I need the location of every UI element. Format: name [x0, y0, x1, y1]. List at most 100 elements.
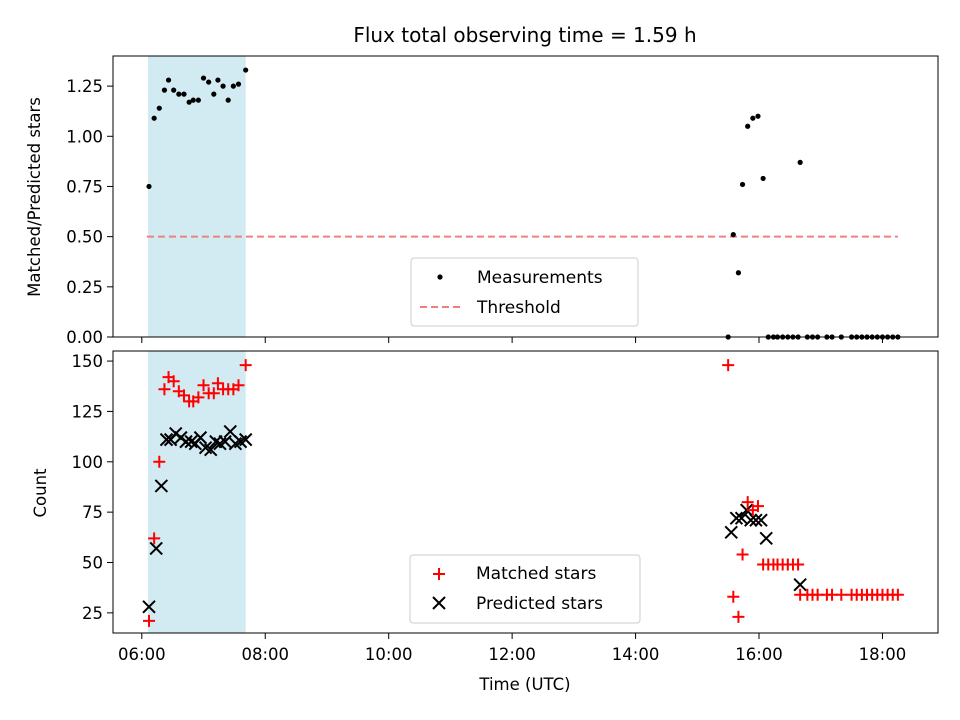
- count-y-label: Count: [31, 468, 50, 518]
- predicted-star-point: [149, 541, 163, 556]
- predicted-star-point: [154, 479, 169, 493]
- measurement-point: [739, 181, 746, 188]
- measurement-point: [165, 77, 172, 83]
- predicted-star-point: [724, 525, 738, 539]
- matched-star-point: [211, 377, 224, 390]
- x-tick-label: 18:00: [859, 645, 907, 664]
- measurement-point: [206, 79, 212, 85]
- ratio-plot-frame: [112, 55, 939, 338]
- matched-star-point: [197, 379, 210, 392]
- x-tick-label: 14:00: [612, 645, 660, 664]
- ratio-y-tick-label: 1.25: [66, 77, 103, 96]
- predicted-star-point: [142, 600, 156, 614]
- measurement-point: [176, 91, 182, 97]
- matched-star-point: [177, 389, 190, 402]
- legend-threshold-label: Threshold: [476, 298, 561, 318]
- measurement-point: [190, 97, 196, 103]
- predicted-star-point: [744, 513, 758, 527]
- legend-measurements-marker: [437, 274, 443, 280]
- measurement-point: [797, 159, 803, 165]
- ratio-x-ticks: [141, 337, 883, 343]
- count-y-tick-label: 150: [72, 352, 104, 371]
- matched-star-point: [722, 359, 735, 372]
- matched-star-point: [207, 387, 220, 400]
- ratio-y-axis: 0.00 0.25 0.50 0.75 1.00 1.25: [66, 77, 113, 347]
- ratio-legend: Measurements Threshold: [410, 257, 639, 327]
- legend-matched-label: Matched stars: [476, 564, 596, 584]
- matched-star-point: [158, 383, 171, 396]
- x-tick-label: 16:00: [735, 645, 783, 664]
- count-plot-frame: [112, 350, 939, 634]
- predicted-star-point: [193, 430, 208, 445]
- x-tick-label: 06:00: [118, 645, 166, 664]
- x-tick-label: 12:00: [488, 645, 536, 664]
- matched-star-point: [148, 532, 161, 545]
- count-legend-box: [409, 554, 641, 624]
- measurement-point: [195, 97, 201, 103]
- measurement-point: [730, 232, 736, 238]
- predicted-star-point: [754, 513, 768, 527]
- measurement-point: [186, 99, 192, 105]
- matched-star-point: [736, 548, 749, 561]
- measurement-point: [146, 183, 152, 190]
- measurement-point: [243, 67, 249, 73]
- x-tick-label: 08:00: [241, 645, 289, 664]
- measurement-point: [171, 87, 177, 93]
- measurement-point: [225, 97, 231, 103]
- predicted-star-point: [238, 432, 253, 447]
- ratio-y-tick-label: 0.75: [66, 177, 103, 196]
- measurement-point: [151, 115, 157, 121]
- legend-predicted-marker: [432, 596, 446, 610]
- predicted-stars-points: [142, 424, 807, 614]
- ratio-legend-box: [410, 257, 639, 327]
- x-tick-label: 10:00: [365, 645, 413, 664]
- predicted-star-point: [184, 434, 198, 449]
- measurement-point: [220, 83, 226, 89]
- matched-star-point: [192, 391, 205, 404]
- ratio-y-tick-label: 0.25: [66, 278, 103, 297]
- predicted-star-point: [793, 577, 807, 592]
- ratio-panel: 0.00 0.25 0.50 0.75 1.00 1.25 Flux total obse…: [25, 23, 939, 347]
- legend-matched-marker: [433, 568, 445, 580]
- ratio-y-label: Matched/Predicted stars: [25, 97, 44, 297]
- measurement-point: [750, 115, 756, 121]
- measurement-point: [755, 113, 761, 119]
- observing-window-shade: [147, 56, 246, 337]
- matched-star-point: [153, 455, 166, 468]
- matched-star-point: [732, 610, 745, 623]
- measurement-point: [230, 83, 236, 89]
- matched-star-point: [891, 588, 904, 601]
- count-y-tick-label: 75: [82, 503, 103, 522]
- measurement-point: [211, 91, 217, 97]
- count-x-axis: 06:00 08:00 10:00 12:00 14:00 16:00 18:00: [118, 633, 906, 664]
- predicted-star-point: [223, 424, 237, 439]
- matched-star-point: [239, 359, 252, 372]
- predicted-star-point: [159, 432, 174, 447]
- x-axis-label: Time (UTC): [478, 675, 570, 694]
- legend-predicted-label: Predicted stars: [476, 594, 603, 614]
- ratio-y-tick-label: 1.00: [66, 127, 103, 146]
- count-y-tick-label: 125: [72, 402, 104, 421]
- ratio-y-tick-label: 0.50: [66, 228, 103, 247]
- legend-measurements-label: Measurements: [477, 268, 603, 288]
- measurement-point: [760, 175, 766, 182]
- matched-star-point: [143, 614, 156, 627]
- count-legend: Matched stars Predicted stars: [409, 554, 641, 624]
- measurement-point: [200, 75, 207, 81]
- measurement-point: [156, 105, 162, 111]
- measurement-point: [161, 87, 168, 93]
- count-y-tick-label: 50: [82, 554, 103, 573]
- matched-star-point: [741, 496, 754, 509]
- matched-star-point: [727, 590, 740, 603]
- matched-star-point: [167, 375, 180, 388]
- predicted-star-point: [218, 434, 232, 449]
- matched-star-point: [792, 558, 805, 571]
- predicted-star-point: [759, 531, 773, 546]
- measurement-point: [181, 91, 187, 97]
- predicted-star-point: [749, 513, 763, 527]
- measurement-point: [745, 123, 751, 129]
- predicted-star-point: [729, 511, 744, 525]
- predicted-star-point: [204, 442, 218, 457]
- measurement-point: [215, 77, 221, 83]
